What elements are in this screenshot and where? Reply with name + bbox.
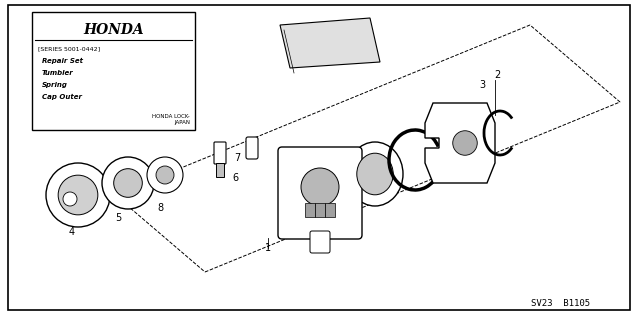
- Text: 1: 1: [265, 243, 271, 253]
- Text: 5: 5: [115, 213, 121, 223]
- Text: Tumbler: Tumbler: [42, 70, 74, 76]
- Circle shape: [452, 131, 477, 155]
- Ellipse shape: [357, 153, 393, 195]
- Text: 7: 7: [234, 153, 240, 163]
- Text: [SERIES 5001-0442]: [SERIES 5001-0442]: [38, 46, 100, 51]
- Bar: [325, 203, 335, 217]
- Text: 4: 4: [69, 227, 75, 237]
- Bar: [315, 203, 325, 217]
- Circle shape: [63, 192, 77, 206]
- Text: HONDA: HONDA: [83, 23, 144, 37]
- Text: 6: 6: [232, 173, 238, 183]
- Circle shape: [156, 166, 174, 184]
- Text: 8: 8: [157, 203, 163, 213]
- FancyBboxPatch shape: [216, 163, 224, 177]
- Text: Cap Outer: Cap Outer: [42, 94, 82, 100]
- Polygon shape: [425, 103, 495, 183]
- Text: Repair Set: Repair Set: [42, 58, 83, 64]
- Ellipse shape: [347, 142, 403, 206]
- Text: 2: 2: [494, 70, 500, 80]
- Bar: [305, 203, 315, 217]
- Text: Spring: Spring: [42, 82, 68, 88]
- FancyBboxPatch shape: [246, 137, 258, 159]
- FancyBboxPatch shape: [310, 231, 330, 253]
- Circle shape: [102, 157, 154, 209]
- FancyBboxPatch shape: [214, 142, 226, 164]
- Text: 3: 3: [479, 80, 485, 90]
- Circle shape: [114, 169, 142, 197]
- Text: SV23  B1105: SV23 B1105: [531, 299, 590, 308]
- Circle shape: [46, 163, 110, 227]
- Circle shape: [301, 168, 339, 206]
- Circle shape: [58, 175, 98, 215]
- Circle shape: [147, 157, 183, 193]
- Bar: [32, 12, 195, 130]
- Polygon shape: [280, 18, 380, 68]
- FancyBboxPatch shape: [278, 147, 362, 239]
- Text: HONDA LOCK-
JAPAN: HONDA LOCK- JAPAN: [152, 114, 190, 125]
